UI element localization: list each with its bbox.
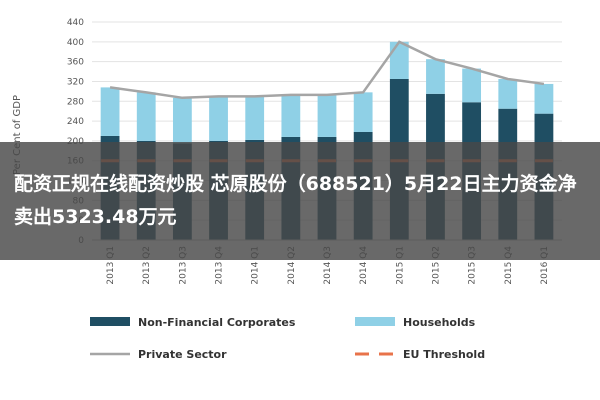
y-tick-label: 200 — [67, 137, 84, 147]
legend-label: EU Threshold — [403, 348, 485, 361]
bar-households — [172, 97, 192, 144]
y-tick-label: 440 — [67, 18, 84, 28]
bar-households — [353, 92, 373, 132]
bar-households — [281, 94, 301, 137]
x-tick-label: 2014 Q1 — [251, 246, 261, 285]
x-tick-label: 2015 Q3 — [468, 246, 478, 285]
bar-households — [534, 83, 554, 114]
bar-households — [462, 68, 482, 103]
x-tick-label: 2015 Q2 — [431, 246, 441, 285]
legend-swatch — [355, 317, 395, 326]
legend: Non-Financial Corporates Households Privat… — [90, 316, 485, 361]
legend-label: Non-Financial Corporates — [138, 316, 296, 329]
headline-banner: 配资正规在线配资炒股 芯原股份（688521）5月22日主力资金净卖出5323.… — [0, 142, 600, 260]
y-tick-label: 400 — [67, 38, 84, 48]
bar-households — [100, 87, 120, 136]
y-tick-label: 320 — [67, 77, 84, 87]
bar-households — [136, 92, 156, 141]
bar-households — [426, 59, 445, 94]
y-tick-label: 240 — [67, 117, 84, 127]
x-tick-label: 2013 Q2 — [142, 246, 152, 285]
x-tick-label: 2015 Q1 — [395, 246, 405, 285]
legend-item: EU Threshold — [355, 348, 485, 361]
legend-label: Private Sector — [138, 348, 227, 361]
x-tick-label: 2016 Q1 — [540, 246, 550, 285]
legend-item: Households — [355, 316, 476, 329]
y-axis-label: Per Cent of GDP — [12, 95, 23, 175]
x-tick-label: 2014 Q4 — [359, 246, 369, 285]
x-tick-label: 2015 Q4 — [504, 246, 514, 285]
x-tick-label: 2014 Q3 — [323, 246, 333, 285]
headline-text: 配资正规在线配资炒股 芯原股份（688521）5月22日主力资金净卖出5323.… — [14, 173, 577, 228]
bar-households — [389, 41, 409, 79]
x-tick-label: 2013 Q1 — [106, 246, 116, 285]
legend-item: Non-Financial Corporates — [90, 316, 296, 329]
bar-households — [245, 96, 265, 140]
bar-households — [498, 78, 518, 109]
bar-households — [317, 94, 337, 137]
line-private-sector — [109, 40, 545, 100]
y-tick-label: 280 — [67, 97, 84, 107]
legend-swatch — [90, 317, 130, 326]
x-tick-label: 2013 Q3 — [178, 246, 188, 285]
legend-item: Private Sector — [90, 348, 227, 361]
x-tick-label: 2014 Q2 — [287, 246, 297, 285]
bar-households — [209, 96, 228, 141]
legend-label: Households — [403, 316, 476, 329]
y-tick-label: 360 — [67, 58, 84, 68]
x-tick-label: 2013 Q4 — [215, 246, 225, 285]
